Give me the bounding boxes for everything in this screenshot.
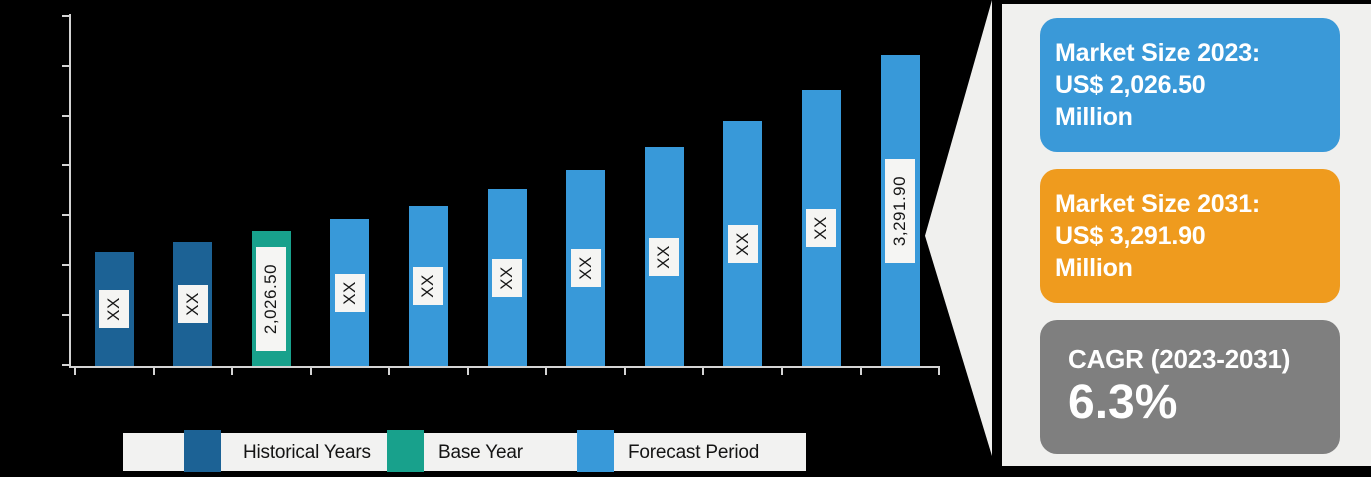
y-axis-tick: [62, 363, 69, 366]
market-size-2031-line3: Million: [1055, 254, 1133, 282]
x-axis-tick: [74, 368, 76, 375]
market-size-2031-line1: Market Size 2031:: [1055, 190, 1261, 218]
market-size-2023-line1: Market Size 2023:: [1055, 39, 1261, 67]
bar-value-label: XX: [492, 258, 522, 297]
y-axis-tick: [62, 64, 69, 67]
bar-value-label: XX: [570, 249, 601, 287]
y-axis-tick: [62, 313, 69, 316]
x-axis-tick: [623, 368, 626, 375]
bar-forecast-9: XX: [723, 121, 763, 366]
market-size-2031-card: Market Size 2031: US$ 3,291.90 Million: [1040, 169, 1340, 303]
bar-value-label: XX: [334, 273, 365, 312]
bar-value-text: 3,291.90: [890, 175, 909, 246]
x-axis-tick: [938, 368, 941, 375]
bar-value-text: XX: [497, 265, 516, 290]
panel-pointer-shape: [925, 0, 992, 456]
x-axis-tick: [859, 368, 862, 375]
bar-value-label: XX: [727, 224, 758, 263]
market-size-2031-line2: US$ 3,291.90: [1055, 222, 1206, 250]
bar-value-text: XX: [182, 292, 202, 316]
x-axis-tick: [780, 368, 783, 375]
y-axis-tick: [62, 214, 69, 217]
bar-value-text: 2,026.50: [261, 263, 281, 334]
bar-value-text: XX: [654, 244, 674, 269]
bar-forecast-5: XX: [408, 206, 448, 366]
bar-value-text: XX: [104, 297, 123, 321]
x-axis-tick: [309, 368, 312, 375]
x-axis-tick: [545, 368, 548, 375]
bar-value-label: XX: [177, 285, 208, 323]
legend-swatch-historical: [184, 430, 221, 472]
bar-value-label: XX: [99, 290, 129, 328]
bar-value-label: XX: [413, 267, 444, 305]
market-size-2023-card: Market Size 2023: US$ 2,026.50 Million: [1040, 18, 1340, 152]
bar-forecast-6: XX: [487, 189, 527, 366]
legend-label-historical: Historical Years: [243, 442, 371, 463]
legend-label-base-year: Base Year: [438, 442, 523, 463]
bar-value-label: XX: [806, 209, 837, 247]
x-axis-tick: [231, 368, 234, 375]
y-axis-tick: [62, 164, 69, 167]
x-axis-tick: [466, 368, 469, 375]
bar-historical-2: XX: [173, 242, 213, 366]
bar-forecast-11: 3,291.90: [880, 55, 920, 366]
bar-value-text: XX: [811, 216, 831, 240]
cagr-value: 6.3%: [1068, 376, 1178, 429]
legend-strip: [123, 433, 806, 471]
bar-base-3: 2,026.50: [251, 231, 291, 366]
x-axis-tick: [702, 368, 705, 375]
bar-value-text: XX: [418, 274, 438, 298]
y-axis: [69, 14, 71, 368]
x-axis-tick: [152, 368, 155, 375]
legend-swatch-forecast: [577, 430, 614, 472]
bar-historical-1: XX: [94, 252, 134, 366]
cagr-card: CAGR (2023-2031) 6.3%: [1040, 320, 1340, 454]
bar-forecast-4: XX: [330, 219, 370, 366]
summary-panel: Market Size 2023: US$ 2,026.50 Million M…: [1002, 4, 1371, 466]
y-axis-tick: [62, 264, 69, 266]
bar-value-text: XX: [732, 231, 752, 256]
bar-value-text: XX: [575, 256, 595, 280]
x-axis: [69, 366, 940, 368]
x-axis-tick: [388, 368, 391, 375]
y-axis-tick: [62, 15, 69, 17]
market-size-2023-line2: US$ 2,026.50: [1055, 71, 1206, 99]
cagr-title: CAGR (2023-2031): [1068, 344, 1291, 374]
y-axis-tick: [62, 114, 69, 117]
bar-forecast-10: XX: [801, 90, 841, 366]
bar-value-label: 2,026.50: [256, 246, 287, 351]
bar-value-text: XX: [339, 280, 359, 305]
bar-value-label: XX: [649, 237, 680, 276]
market-size-2023-line3: Million: [1055, 103, 1133, 131]
bar-forecast-7: XX: [566, 170, 606, 366]
legend-swatch-base-year: [387, 430, 424, 472]
bar-value-label: 3,291.90: [885, 158, 915, 263]
bar-forecast-8: XX: [644, 147, 684, 366]
legend-label-forecast: Forecast Period: [628, 442, 760, 463]
